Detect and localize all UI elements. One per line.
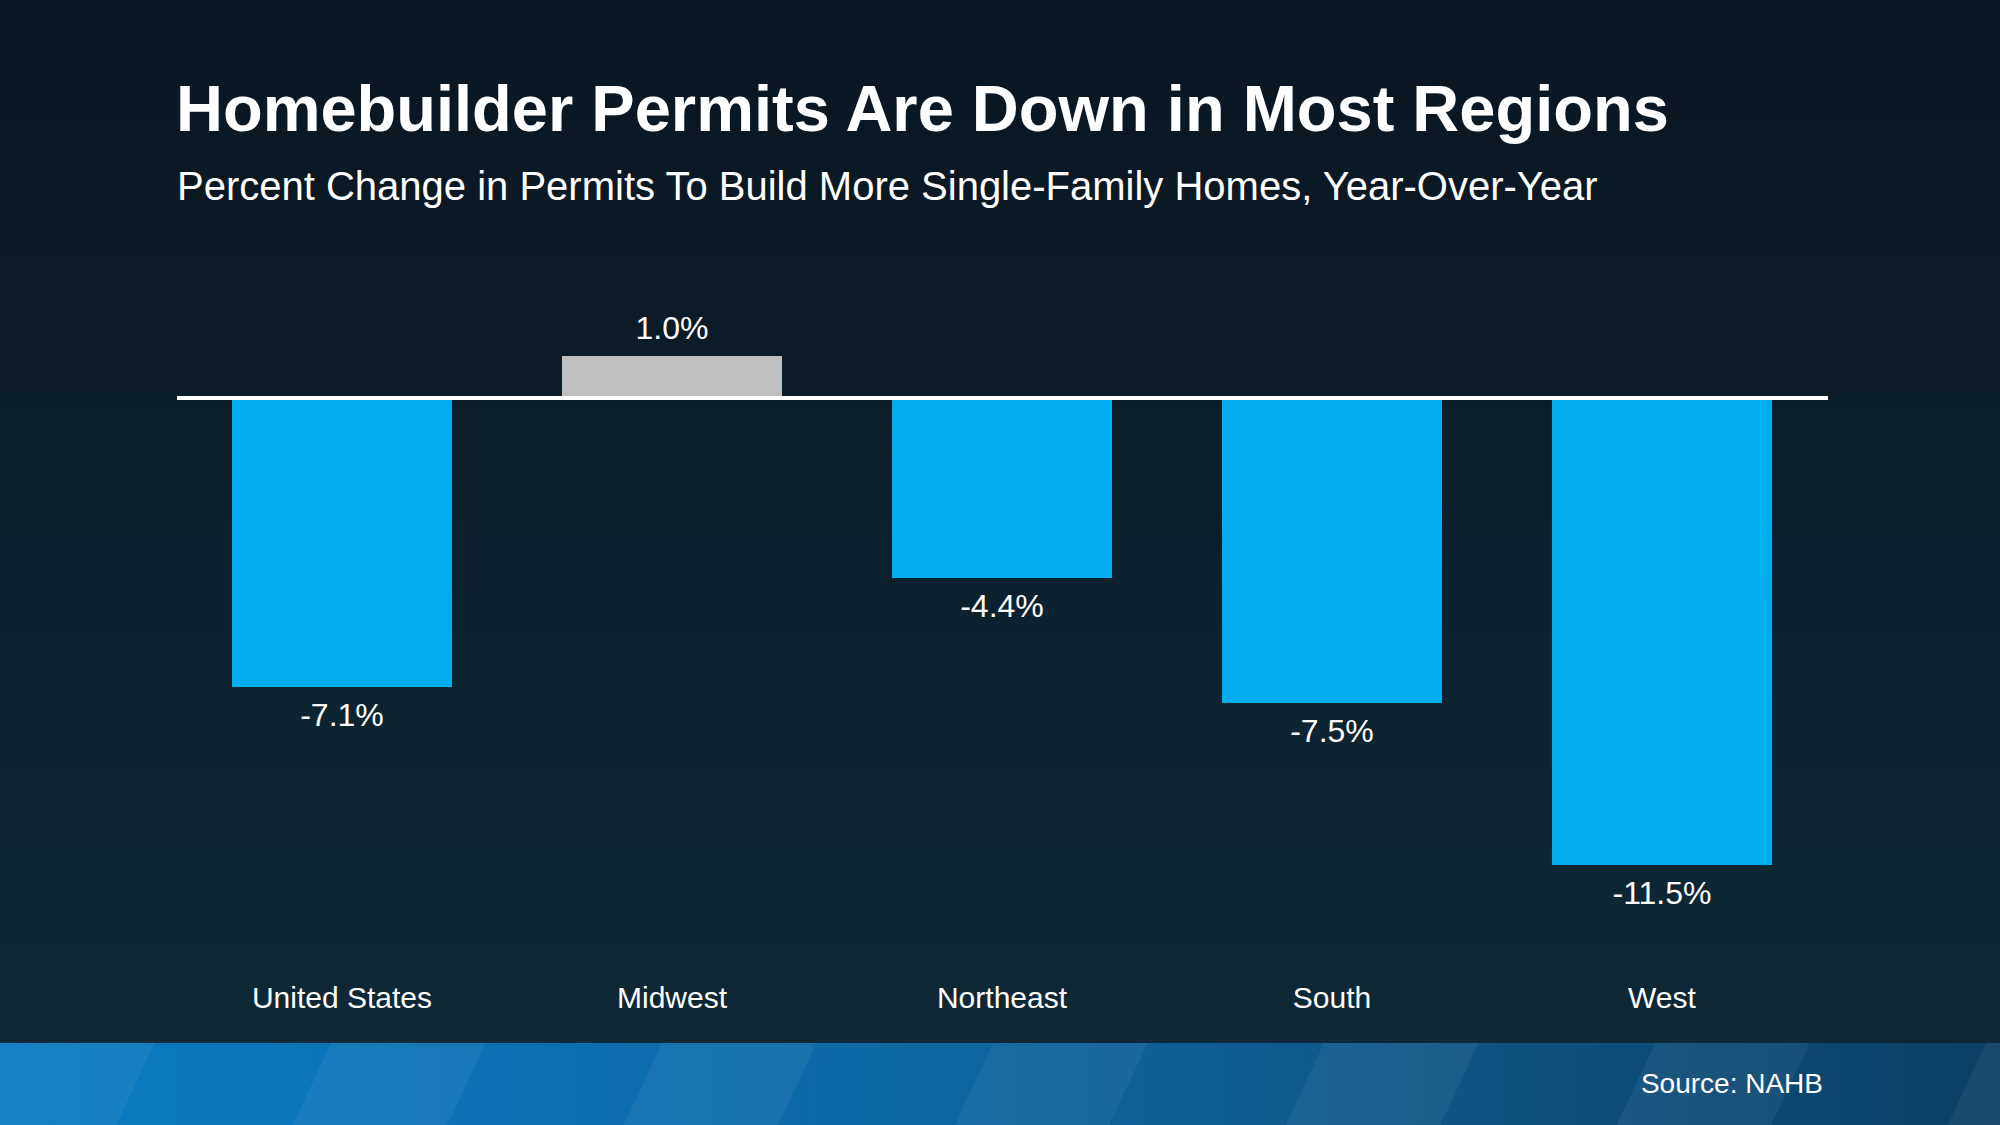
footer-bar: Source: NAHB bbox=[0, 1043, 2000, 1125]
category-label: South bbox=[1167, 978, 1497, 1018]
bar-chart: -7.1% United States 1.0% Midwest -4.4% Northe… bbox=[0, 0, 2000, 1043]
bar-west bbox=[1552, 400, 1772, 865]
bar-midwest bbox=[562, 356, 782, 396]
value-label: -11.5% bbox=[1512, 871, 1812, 915]
bar-south bbox=[1222, 400, 1442, 703]
value-label: -7.5% bbox=[1182, 709, 1482, 753]
chart-slide: Homebuilder Permits Are Down in Most Reg… bbox=[0, 0, 2000, 1125]
value-label: 1.0% bbox=[522, 306, 822, 350]
value-label: -4.4% bbox=[852, 584, 1152, 628]
value-label: -7.1% bbox=[192, 693, 492, 737]
category-label: Northeast bbox=[837, 978, 1167, 1018]
category-label: West bbox=[1497, 978, 1827, 1018]
category-label: Midwest bbox=[507, 978, 837, 1018]
bar-united-states bbox=[232, 400, 452, 687]
category-label: United States bbox=[177, 978, 507, 1018]
bar-northeast bbox=[892, 400, 1112, 578]
source-credit: Source: NAHB bbox=[1641, 1067, 1823, 1101]
